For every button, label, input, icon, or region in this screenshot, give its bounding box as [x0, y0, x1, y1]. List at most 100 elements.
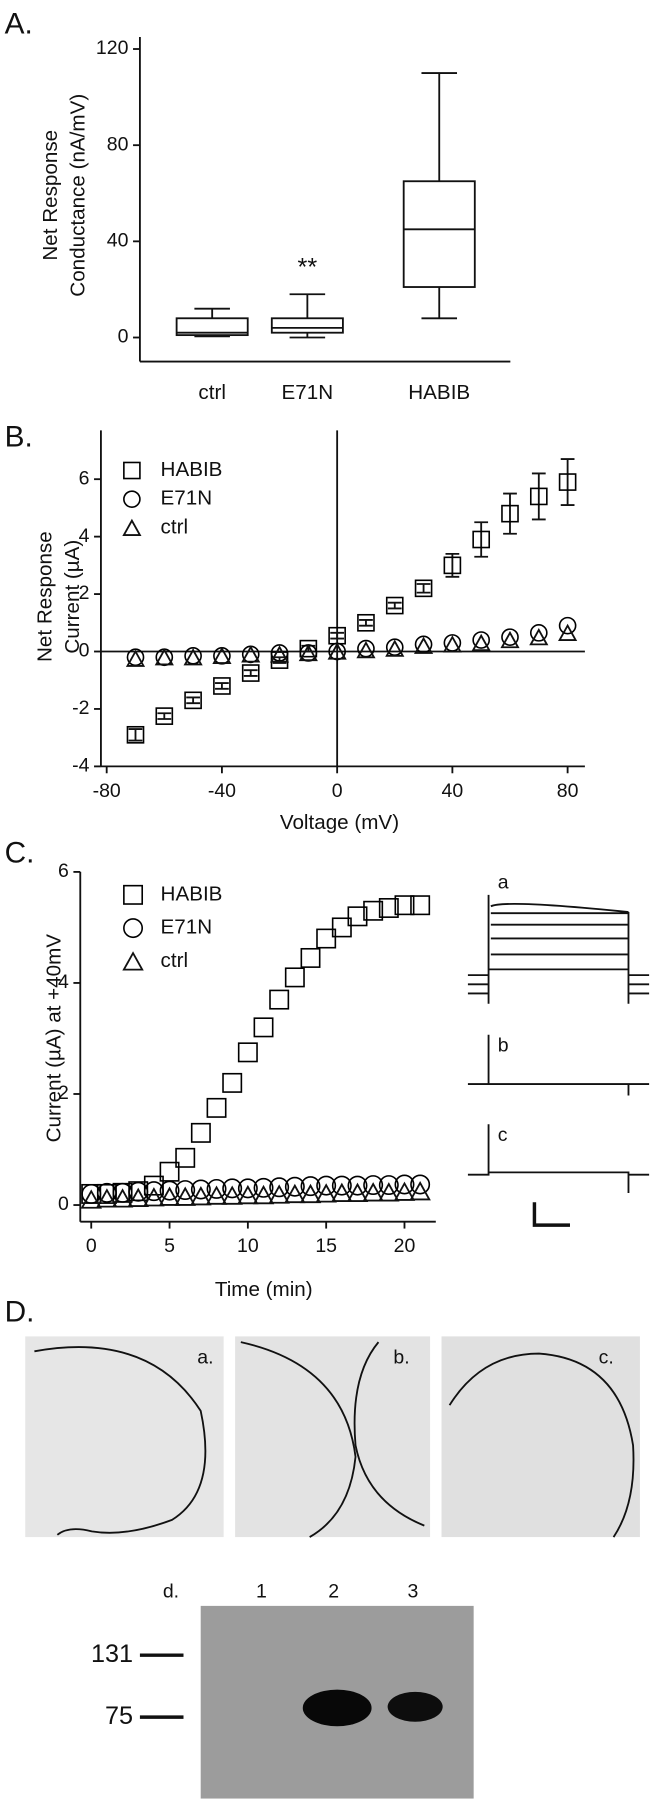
marker-triangle	[471, 633, 491, 652]
marker-circle	[237, 1178, 258, 1199]
marker-circle	[378, 1175, 399, 1196]
marker-circle	[316, 1175, 337, 1196]
marker-circle	[81, 1183, 102, 1204]
western-blot: d. 1 2 3 131 75	[91, 1580, 474, 1799]
marker-square	[363, 900, 384, 921]
marker-triangle	[284, 1183, 306, 1204]
marker-square	[284, 967, 305, 988]
marker-square	[347, 906, 368, 927]
marker-square	[378, 898, 399, 918]
y-tick-label: 120	[96, 37, 129, 59]
legend-marker	[123, 884, 144, 905]
marker-triangle	[205, 1185, 228, 1205]
image-label: b.	[393, 1346, 409, 1368]
y-tick-label: 0	[58, 1193, 69, 1215]
y-tick-label: 4	[58, 971, 69, 993]
trace-a	[467, 894, 650, 1004]
x-tick-label: 80	[557, 780, 579, 802]
y-tick-label: -2	[72, 697, 89, 719]
marker-triangle	[221, 1185, 243, 1205]
image-a	[25, 1336, 224, 1538]
marker-square	[316, 928, 337, 949]
legend-label: ctrl	[161, 949, 189, 972]
x-axis-label: Time (min)	[215, 1278, 313, 1301]
y-axis-label: Net Response	[33, 531, 56, 662]
marker-circle	[143, 1181, 164, 1202]
y-tick-label: 6	[58, 860, 69, 882]
marker-triangle	[212, 646, 232, 664]
legend-marker	[122, 518, 142, 536]
marker-circle	[347, 1175, 368, 1196]
marker-circle	[410, 1174, 431, 1195]
y-tick-label: 6	[79, 467, 90, 489]
x-tick-label: 15	[315, 1235, 337, 1257]
marker-circle	[96, 1182, 117, 1203]
marker-square	[175, 1147, 196, 1168]
x-tick-label: 10	[237, 1235, 259, 1257]
y-axis-label: Conductance (nA/mV)	[67, 94, 90, 297]
panel-label: D.	[5, 1295, 35, 1328]
cell-outline	[34, 1346, 207, 1536]
marker-square	[385, 596, 404, 615]
marker-triangle	[409, 1181, 431, 1201]
marker-square	[213, 677, 231, 695]
legend-label: HABIB	[161, 882, 223, 905]
error-bar	[243, 669, 258, 677]
x-tick-label: 20	[394, 1235, 416, 1257]
marker-square	[357, 613, 375, 632]
error-bar	[560, 458, 575, 506]
panel-label: A.	[5, 7, 33, 40]
lane-label: 1	[256, 1580, 267, 1602]
marker-triangle	[183, 648, 203, 666]
marker-circle	[159, 1180, 180, 1201]
legend-label: E71N	[161, 487, 213, 510]
trace-label: a	[498, 872, 509, 894]
marker-square	[155, 707, 174, 725]
marker-triangle	[327, 642, 347, 660]
x-tick-label: -40	[208, 780, 236, 802]
marker-triangle	[413, 636, 434, 654]
marker-triangle	[298, 643, 318, 662]
error-bar	[474, 521, 489, 558]
marker-square	[414, 579, 433, 598]
blot-band	[302, 1689, 372, 1727]
x-tick-label: 0	[86, 1235, 97, 1257]
marker-triangle	[269, 645, 290, 663]
cell-outline	[240, 1341, 357, 1538]
marker-square	[558, 473, 577, 491]
marker-triangle	[346, 1182, 369, 1203]
marker-triangle	[268, 1184, 290, 1204]
x-tick-label: E71N	[282, 381, 334, 404]
marker-circle	[190, 1179, 211, 1200]
marker-triangle	[241, 645, 261, 663]
marker-triangle	[174, 1186, 196, 1206]
panel-label: C.	[5, 837, 35, 870]
marker-triangle	[356, 640, 376, 659]
y-tick-label: 80	[107, 133, 129, 155]
marker-square	[299, 639, 318, 658]
marker-square	[190, 1122, 211, 1143]
legend-label: E71N	[161, 916, 213, 939]
trace-label: b	[498, 1034, 509, 1056]
box	[270, 317, 344, 334]
y-tick-label: -4	[72, 755, 89, 777]
marker-square	[184, 691, 202, 710]
box	[402, 180, 476, 288]
error-bar	[416, 583, 431, 594]
x-tick-label: 5	[164, 1235, 175, 1257]
marker-triangle	[154, 648, 174, 666]
cell-outline	[448, 1352, 635, 1538]
trace-label: c	[498, 1124, 508, 1146]
marker-triangle	[237, 1184, 259, 1205]
marker-circle	[175, 1180, 196, 1201]
marker-triangle	[158, 1186, 181, 1206]
marker-square	[126, 725, 145, 744]
x-tick-label: HABIB	[408, 381, 470, 404]
image-label: a.	[197, 1346, 213, 1368]
y-axis-label: Current (µA)	[61, 540, 84, 654]
error-bar	[330, 631, 345, 640]
error-bar	[186, 696, 200, 705]
marker-circle	[472, 631, 491, 649]
marker-circle	[501, 628, 519, 646]
